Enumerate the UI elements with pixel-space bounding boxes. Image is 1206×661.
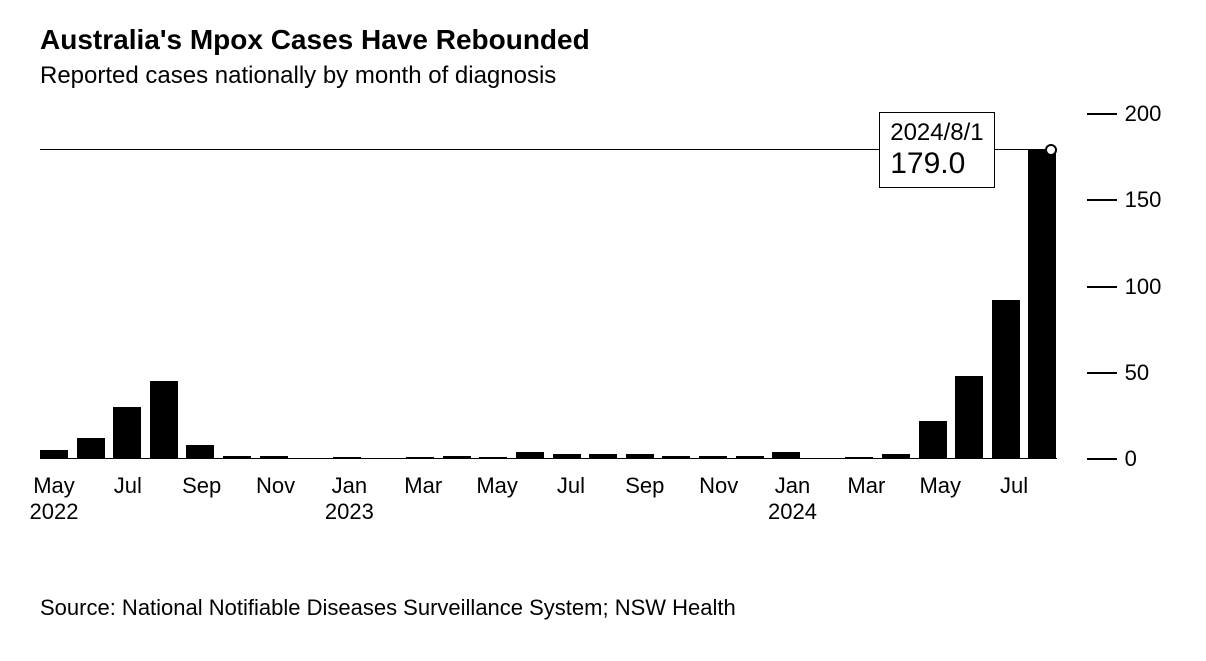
bar (150, 381, 178, 459)
y-tick: 150 (1087, 187, 1162, 213)
x-tick-label: May (919, 473, 961, 499)
chart-area: 2024/8/1 179.0 050100150200 (40, 114, 1166, 459)
x-tick-label: Jul (114, 473, 142, 499)
x-tick-label: Sep (625, 473, 664, 499)
plot-area: 2024/8/1 179.0 (40, 114, 1057, 459)
y-tick: 100 (1087, 274, 1162, 300)
x-tick-label: Jul (1000, 473, 1028, 499)
x-tick-label: Jul (557, 473, 585, 499)
x-tick: Jan2023 (325, 473, 374, 525)
y-tick: 50 (1087, 360, 1149, 386)
y-axis: 050100150200 (1087, 114, 1166, 459)
x-tick-label: Jan (768, 473, 817, 499)
x-tick: Jul (1000, 473, 1028, 499)
x-tick: Nov (256, 473, 295, 499)
y-tick-label: 150 (1125, 187, 1162, 213)
x-tick: Jan2024 (768, 473, 817, 525)
x-tick-label: Jan (325, 473, 374, 499)
x-tick: Sep (625, 473, 664, 499)
y-tick-label: 50 (1125, 360, 1149, 386)
bar (992, 300, 1020, 459)
x-tick-label: May (476, 473, 518, 499)
x-tick: May2022 (30, 473, 79, 525)
x-tick: Jul (114, 473, 142, 499)
x-tick: Sep (182, 473, 221, 499)
x-tick-label: Mar (847, 473, 885, 499)
x-tick-year: 2023 (325, 499, 374, 525)
x-tick-label: Nov (699, 473, 738, 499)
tooltip-box: 2024/8/1 179.0 (879, 112, 994, 188)
bar (955, 376, 983, 459)
bar (77, 438, 105, 459)
y-tick-label: 200 (1125, 101, 1162, 127)
bar (1028, 150, 1056, 459)
x-tick: Jul (557, 473, 585, 499)
x-tick: May (919, 473, 961, 499)
x-tick: May (476, 473, 518, 499)
y-tick: 200 (1087, 101, 1162, 127)
tooltip-value: 179.0 (890, 147, 983, 181)
bar (186, 445, 214, 459)
x-tick-year: 2024 (768, 499, 817, 525)
tooltip-marker (1045, 144, 1057, 156)
chart-subtitle: Reported cases nationally by month of di… (40, 62, 1166, 90)
chart-title: Australia's Mpox Cases Have Rebounded (40, 24, 1166, 56)
x-tick-label: Mar (404, 473, 442, 499)
x-tick-label: Sep (182, 473, 221, 499)
x-axis-baseline (40, 458, 1057, 459)
tooltip-date: 2024/8/1 (890, 119, 983, 147)
x-tick: Mar (847, 473, 885, 499)
y-tick-label: 100 (1125, 274, 1162, 300)
x-tick: Nov (699, 473, 738, 499)
y-tick-label: 0 (1125, 446, 1137, 472)
x-tick-label: Nov (256, 473, 295, 499)
x-tick-year: 2022 (30, 499, 79, 525)
x-tick-label: May (30, 473, 79, 499)
x-axis: May2022JulSepNovJan2023MarMayJulSepNovJa… (40, 473, 1065, 525)
y-tick: 0 (1087, 446, 1137, 472)
source-attribution: Source: National Notifiable Diseases Sur… (40, 595, 1166, 621)
bar (919, 421, 947, 459)
x-tick: Mar (404, 473, 442, 499)
bar (113, 407, 141, 459)
